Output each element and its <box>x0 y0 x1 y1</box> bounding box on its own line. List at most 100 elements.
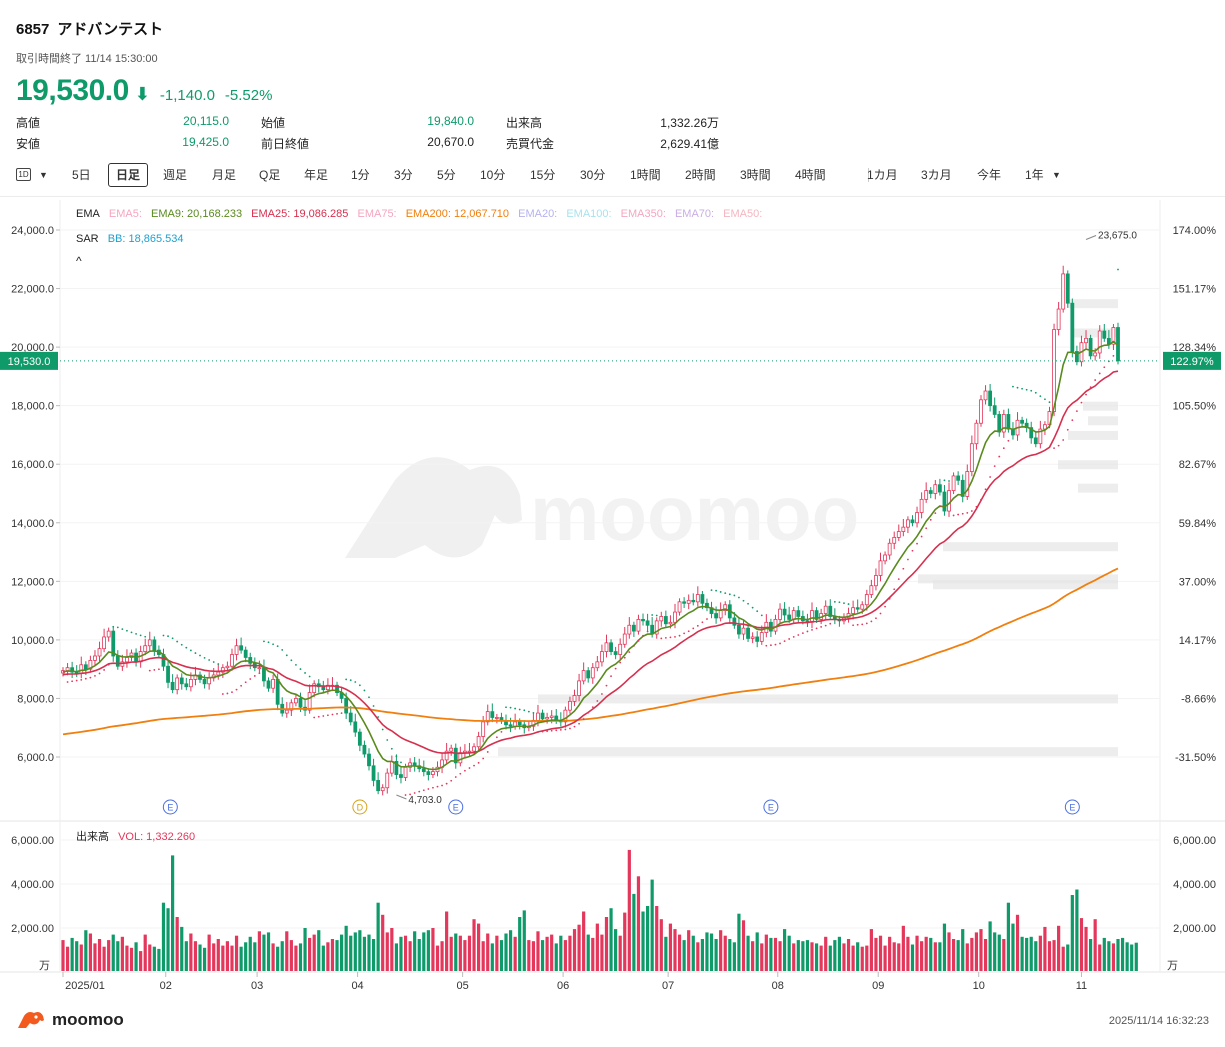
low-annotation: 4,703.0 <box>408 795 442 806</box>
legend-ema100: EMA100: <box>566 208 612 220</box>
volume-tick-label-right: 2,000.00 <box>1173 923 1216 935</box>
candle-body <box>604 642 609 652</box>
collapse-legend-button[interactable]: ^ <box>76 254 82 268</box>
tab-1min[interactable]: 1分 <box>351 168 370 182</box>
tab-quarterly[interactable]: Q足 <box>259 168 281 182</box>
volume-bar <box>70 937 74 971</box>
tab-weekly[interactable]: 週足 <box>163 168 188 182</box>
volume-profile-bar <box>1073 328 1118 338</box>
candle-type-icon[interactable]: 1D <box>16 168 31 181</box>
tab-3months[interactable]: 3カ月 <box>921 168 952 182</box>
candle-body <box>298 698 303 708</box>
event-marker-letter: E <box>1069 803 1075 813</box>
volume-legend: 出来高 VOL: 1,332.260 <box>76 828 201 844</box>
candle-body <box>590 667 595 679</box>
tab-ytd[interactable]: 今年 <box>977 168 1002 182</box>
tab-4h[interactable]: 4時間 <box>795 168 826 182</box>
candle-body <box>627 624 632 635</box>
stat-turnover: 売買代金 2,629.41億 <box>506 137 719 151</box>
tab-3min[interactable]: 3分 <box>394 168 413 182</box>
tab-10min[interactable]: 10分 <box>480 168 506 182</box>
moomoo-logo: moomoo <box>16 1010 124 1030</box>
volume-bar <box>974 932 979 971</box>
tab-5d[interactable]: 5日 <box>72 168 91 182</box>
volume-tick-label: 2,000.00 <box>11 923 54 935</box>
candle-body <box>572 695 577 702</box>
candle-body <box>152 639 157 651</box>
tab-1year[interactable]: 1年 <box>1025 168 1044 182</box>
tab-1h[interactable]: 1時間 <box>630 168 661 182</box>
sar-dot <box>843 602 845 605</box>
sar-dot <box>710 589 713 592</box>
stat-volume: 出来高 1,332.26万 <box>506 116 719 130</box>
volume-bar <box>1061 946 1065 971</box>
volume-bar <box>737 913 741 971</box>
tab-2h[interactable]: 2時間 <box>685 168 716 182</box>
volume-bar <box>257 931 261 971</box>
volume-bar <box>285 931 289 971</box>
sar-dot <box>313 716 316 719</box>
sar-dot <box>696 624 699 627</box>
tab-yearly[interactable]: 年足 <box>304 168 329 182</box>
candle-body <box>563 709 568 723</box>
tab-15min[interactable]: 15分 <box>530 168 556 182</box>
volume-profile-bar <box>918 574 1118 584</box>
chevron-down-icon[interactable]: ▼ <box>1052 170 1061 180</box>
volume-bar <box>1134 942 1138 971</box>
candle-body <box>1074 351 1079 363</box>
tab-30min[interactable]: 30分 <box>580 168 606 182</box>
candle-body <box>97 648 102 657</box>
candle-body <box>389 760 394 774</box>
tab-3h[interactable]: 3時間 <box>740 168 771 182</box>
volume-bar <box>394 943 398 971</box>
candle-body <box>284 709 289 714</box>
sar-dot <box>349 679 352 682</box>
ema-legend: EMA EMA5: EMA9: 20,168.233 EMA25: 19,086… <box>76 208 768 220</box>
volume-bar <box>965 943 969 971</box>
volume-bar <box>582 911 586 971</box>
candle-body <box>600 651 604 663</box>
candle-body <box>673 611 677 623</box>
volume-profile-bar <box>1058 460 1118 470</box>
tab-5min[interactable]: 5分 <box>437 168 456 182</box>
sar-dot <box>94 674 96 677</box>
volume-bar <box>371 939 376 971</box>
volume-bar <box>1002 939 1006 971</box>
sar-dot <box>468 767 471 769</box>
volume-bar <box>1025 937 1029 971</box>
legend-ema25: EMA25: 19,086.285 <box>251 208 349 220</box>
tab-1month[interactable]: 1カ月 <box>867 168 898 182</box>
volume-bar <box>335 940 339 971</box>
volume-bar <box>1079 918 1084 971</box>
sar-dot <box>491 743 494 745</box>
volume-bar <box>1052 940 1056 971</box>
sar-dot <box>902 567 905 570</box>
candle-body <box>937 484 942 493</box>
volume-bar <box>440 941 444 971</box>
candle-body <box>70 667 75 673</box>
volume-bar <box>481 941 485 971</box>
sar-dot <box>884 605 886 608</box>
volume-bar <box>435 945 440 971</box>
y-tick-label: 6,000.0 <box>17 752 54 764</box>
volume-bar <box>499 940 504 971</box>
volume-bar <box>897 943 901 971</box>
volume-bar <box>933 942 937 971</box>
sar-dot <box>916 542 918 545</box>
volume-bar <box>508 930 513 971</box>
tab-daily[interactable]: 日足 <box>108 163 149 187</box>
candle-body <box>472 746 476 752</box>
candle-body <box>691 599 696 603</box>
volume-bar <box>321 945 325 971</box>
sar-dot <box>573 725 576 728</box>
y-tick-label: 20,000.0 <box>11 342 54 354</box>
candle-body <box>1020 419 1024 424</box>
chevron-down-icon[interactable]: ▼ <box>39 170 48 180</box>
tab-monthly[interactable]: 月足 <box>212 168 237 182</box>
volume-bar <box>997 934 1001 971</box>
sar-dot <box>632 644 635 647</box>
volume-bar <box>632 893 636 971</box>
candle-body <box>353 721 358 733</box>
candle-body <box>431 771 435 775</box>
